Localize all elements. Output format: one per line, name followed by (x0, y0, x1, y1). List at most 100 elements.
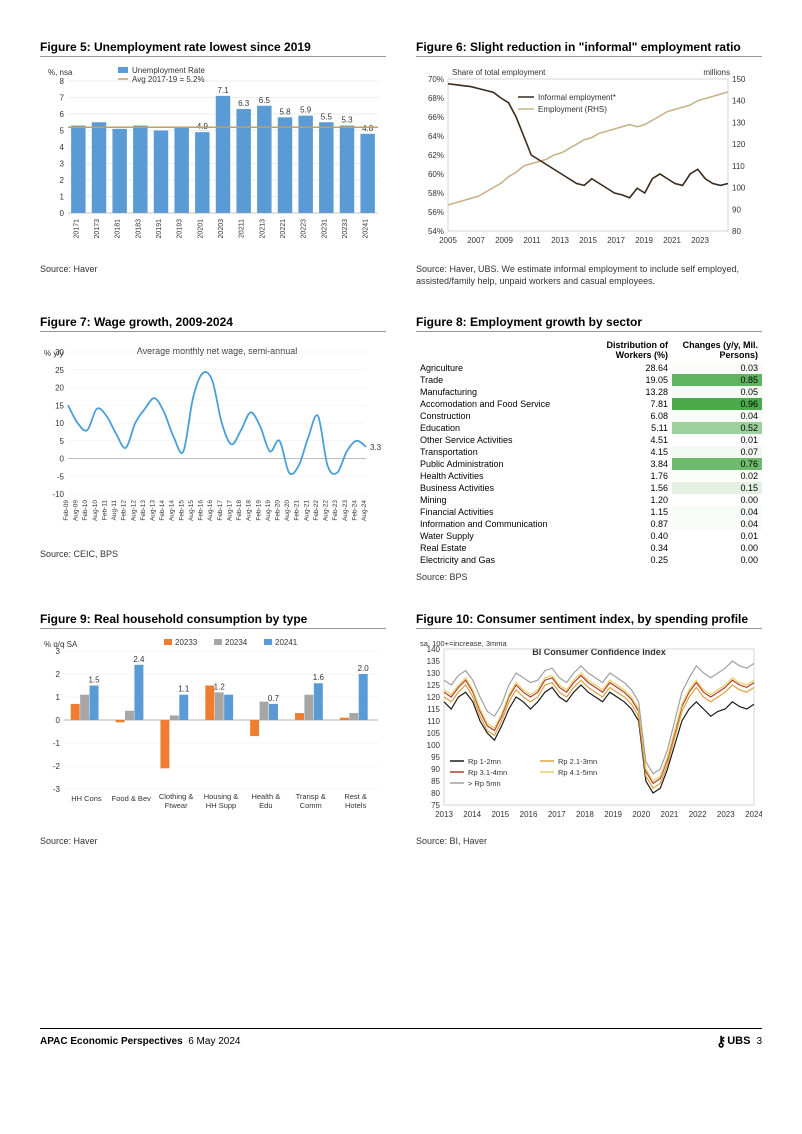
svg-text:75: 75 (431, 801, 440, 810)
svg-text:0: 0 (60, 209, 65, 218)
svg-text:66%: 66% (428, 113, 444, 122)
svg-text:2015: 2015 (579, 236, 597, 245)
svg-text:%, nsa: %, nsa (48, 68, 73, 77)
svg-text:130: 130 (427, 669, 441, 678)
table-row: Information and Communication0.870.04 (416, 518, 762, 530)
footer-right: ⚷UBS 3 (716, 1033, 762, 1050)
page-footer: APAC Economic Perspectives 6 May 2024 ⚷U… (40, 1028, 762, 1050)
svg-text:0: 0 (60, 455, 65, 464)
svg-text:Health &: Health & (251, 792, 280, 801)
svg-text:Rp 3.1-4mn: Rp 3.1-4mn (468, 768, 507, 777)
svg-text:2.4: 2.4 (133, 655, 145, 664)
svg-text:150: 150 (732, 75, 746, 84)
figure6-title: Figure 6: Slight reduction in "informal"… (416, 40, 762, 54)
svg-text:-5: -5 (57, 473, 65, 482)
svg-text:Average monthly net wage, semi: Average monthly net wage, semi-annual (137, 346, 297, 356)
svg-text:Aug-15: Aug-15 (188, 500, 195, 521)
svg-text:20211: 20211 (239, 219, 246, 238)
figure8-source: Source: BPS (416, 572, 762, 584)
figure10-chart: sa, 100+=increase, 3mmaBI Consumer Confi… (416, 635, 762, 830)
svg-text:Aug-14: Aug-14 (169, 500, 176, 521)
svg-text:Feb-17: Feb-17 (217, 500, 224, 521)
svg-text:20233: 20233 (342, 219, 349, 239)
svg-text:0.7: 0.7 (268, 694, 280, 703)
svg-text:Aug-20: Aug-20 (284, 500, 291, 521)
svg-text:20223: 20223 (301, 219, 308, 239)
svg-text:2013: 2013 (435, 810, 453, 819)
svg-text:Housing &: Housing & (204, 792, 239, 801)
svg-text:Aug-23: Aug-23 (342, 500, 349, 521)
svg-text:5.8: 5.8 (279, 107, 291, 116)
svg-text:Aug-09: Aug-09 (73, 500, 80, 521)
svg-text:6: 6 (60, 110, 65, 119)
figure9-rule (40, 628, 386, 629)
svg-text:Aug-12: Aug-12 (130, 500, 137, 521)
svg-text:6.3: 6.3 (238, 99, 250, 108)
table-row: Manufacturing13.280.05 (416, 386, 762, 398)
figure6-chart: Share of total employmentmillions54%56%5… (416, 63, 762, 258)
figure9-chart: % q/q SA202332023420241-3-2-101231.52.41… (40, 635, 386, 830)
svg-text:54%: 54% (428, 227, 444, 236)
svg-text:125: 125 (427, 681, 441, 690)
svg-text:Aug-24: Aug-24 (361, 500, 368, 521)
svg-text:HH Supp: HH Supp (206, 801, 236, 810)
svg-text:Clothing &: Clothing & (159, 792, 194, 801)
svg-text:BI Consumer Confidence Index: BI Consumer Confidence Index (532, 647, 666, 657)
svg-text:5.5: 5.5 (321, 112, 333, 121)
svg-text:20233: 20233 (175, 638, 198, 647)
svg-text:Feb-16: Feb-16 (198, 500, 205, 521)
svg-text:85: 85 (431, 777, 440, 786)
svg-text:1.1: 1.1 (178, 685, 190, 694)
svg-text:Feb-13: Feb-13 (140, 500, 147, 521)
figure8-table: Distribution of Workers (%)Changes (y/y,… (416, 338, 762, 566)
svg-text:2020: 2020 (632, 810, 650, 819)
figure9-source: Source: Haver (40, 836, 386, 848)
svg-text:120: 120 (427, 693, 441, 702)
figure6: Figure 6: Slight reduction in "informal"… (416, 40, 762, 287)
svg-text:> Rp 5mn: > Rp 5mn (468, 779, 501, 788)
svg-text:Share of total employment: Share of total employment (452, 68, 546, 77)
figure10: Figure 10: Consumer sentiment index, by … (416, 612, 762, 848)
svg-text:1: 1 (56, 693, 61, 702)
svg-text:115: 115 (427, 705, 440, 714)
svg-text:130: 130 (732, 118, 746, 127)
svg-text:Informal employment*: Informal employment* (538, 93, 616, 102)
svg-text:2016: 2016 (520, 810, 538, 819)
table-row: Other Service Activities4.510.01 (416, 434, 762, 446)
figure6-source: Source: Haver, UBS. We estimate informal… (416, 264, 762, 287)
svg-text:-10: -10 (52, 490, 64, 499)
svg-text:5: 5 (60, 127, 65, 136)
svg-text:Aug-22: Aug-22 (323, 500, 330, 521)
svg-text:Aug-13: Aug-13 (150, 500, 157, 521)
svg-text:Feb-19: Feb-19 (255, 500, 262, 521)
svg-text:Feb-10: Feb-10 (82, 500, 89, 521)
svg-text:7.1: 7.1 (217, 86, 229, 95)
ubs-brand: UBS (727, 1035, 750, 1047)
svg-text:Aug-19: Aug-19 (265, 500, 272, 521)
svg-text:Aug-17: Aug-17 (226, 500, 233, 521)
svg-text:20181: 20181 (115, 219, 122, 239)
svg-text:millions: millions (703, 68, 730, 77)
figure5-chart: %, nsa012345678Unemployment RateAvg 2017… (40, 63, 386, 258)
svg-text:Aug-18: Aug-18 (246, 500, 253, 521)
svg-text:7: 7 (60, 94, 65, 103)
svg-text:2022: 2022 (689, 810, 707, 819)
svg-text:20234: 20234 (225, 638, 248, 647)
svg-text:1.6: 1.6 (313, 673, 325, 682)
table-row: Transportation4.150.07 (416, 446, 762, 458)
svg-text:30: 30 (55, 348, 64, 357)
svg-text:2024: 2024 (745, 810, 762, 819)
svg-text:8: 8 (60, 77, 65, 86)
table-row: Education5.110.52 (416, 422, 762, 434)
svg-text:90: 90 (431, 765, 440, 774)
svg-text:Rp 2.1-3mn: Rp 2.1-3mn (558, 757, 597, 766)
figure7-title: Figure 7: Wage growth, 2009-2024 (40, 315, 386, 329)
svg-text:25: 25 (55, 366, 64, 375)
table-row: Water Supply0.400.01 (416, 530, 762, 542)
table-row: Public Administration3.840.76 (416, 458, 762, 470)
svg-text:20213: 20213 (259, 219, 266, 239)
svg-text:5.3: 5.3 (341, 116, 353, 125)
svg-text:Feb-12: Feb-12 (121, 500, 128, 521)
svg-text:100: 100 (732, 184, 746, 193)
footer-page-number: 3 (756, 1036, 762, 1047)
